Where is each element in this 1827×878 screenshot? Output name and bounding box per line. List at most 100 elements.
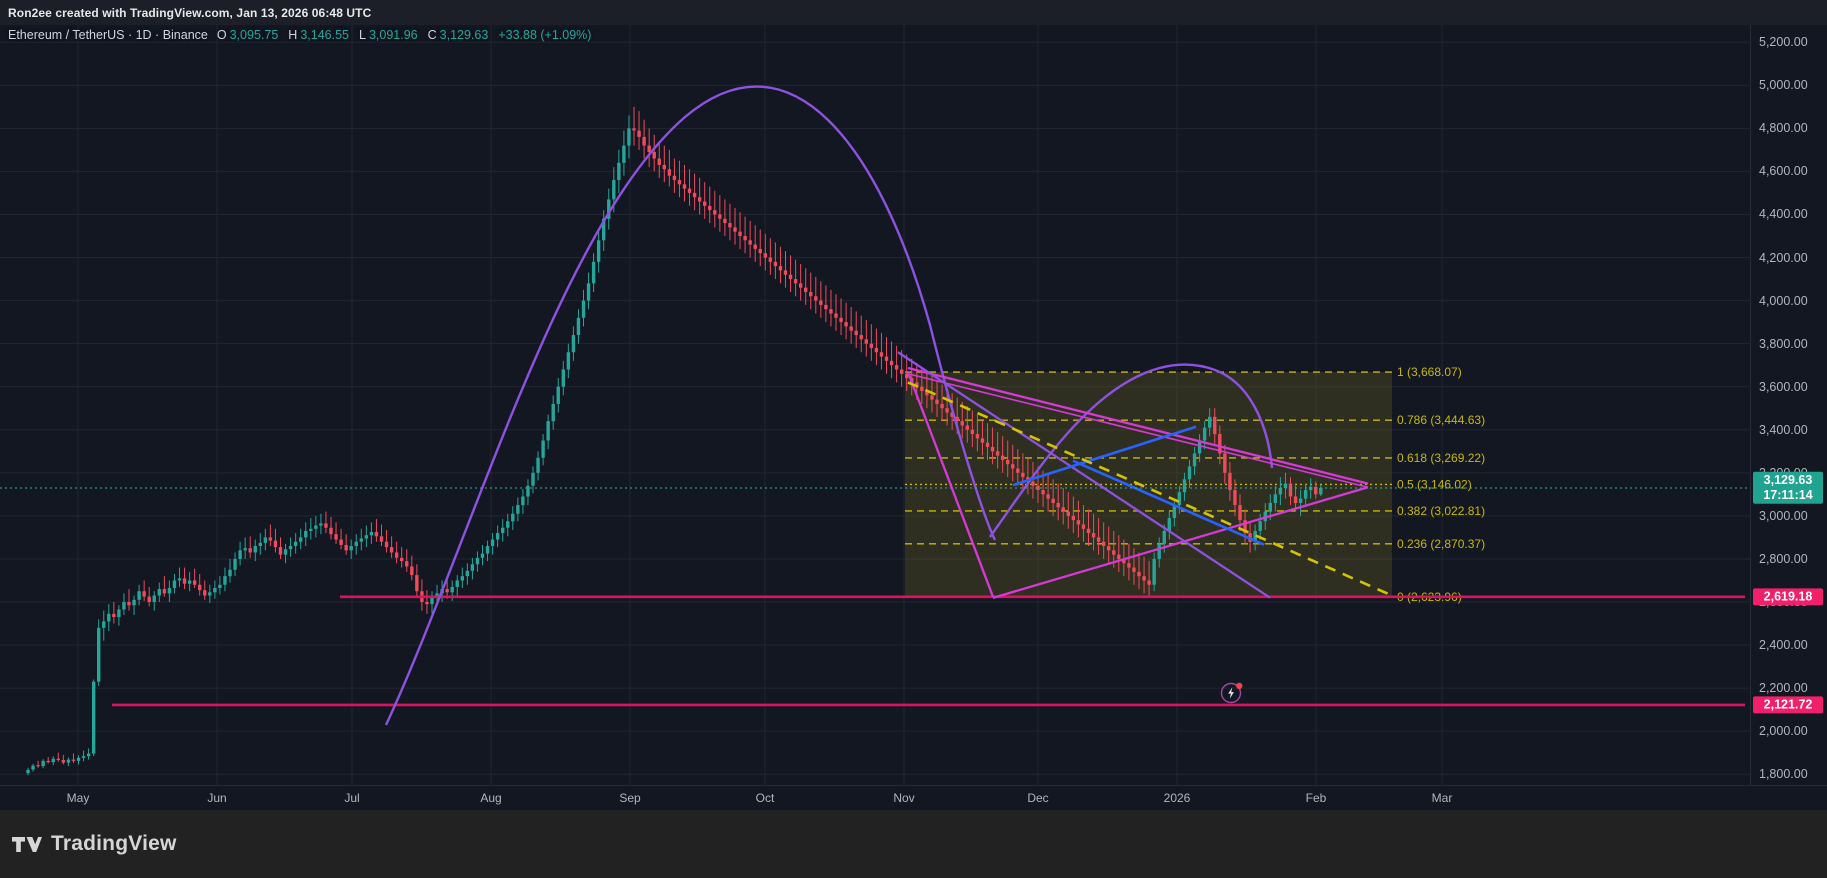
candle-body[interactable] xyxy=(1187,466,1192,480)
candle-body[interactable] xyxy=(374,532,379,537)
candle-body[interactable] xyxy=(531,472,535,486)
candle-body[interactable] xyxy=(349,546,353,551)
candle-body[interactable] xyxy=(501,527,505,534)
candle-body[interactable] xyxy=(102,621,106,628)
candle-body[interactable] xyxy=(526,485,530,497)
candle-body[interactable] xyxy=(511,513,515,522)
candle-body[interactable] xyxy=(960,421,964,426)
candle-body[interactable] xyxy=(258,542,262,547)
candle-body[interactable] xyxy=(1107,546,1111,551)
candle-body[interactable] xyxy=(405,561,409,567)
candle-body[interactable] xyxy=(66,759,71,763)
candle-body[interactable] xyxy=(475,557,480,565)
candle-body[interactable] xyxy=(1076,520,1081,525)
candle-body[interactable] xyxy=(253,546,257,553)
candle-body[interactable] xyxy=(1031,481,1035,486)
candle-body[interactable] xyxy=(309,528,313,531)
candle-body[interactable] xyxy=(546,421,550,441)
candle-body[interactable] xyxy=(713,210,717,215)
candle-body[interactable] xyxy=(415,575,419,592)
candle-body[interactable] xyxy=(1000,455,1005,460)
candle-body[interactable] xyxy=(127,601,131,606)
candle-body[interactable] xyxy=(617,162,621,181)
candle-body[interactable] xyxy=(506,521,510,528)
candle-body[interactable] xyxy=(46,760,50,763)
candle-body[interactable] xyxy=(329,527,333,535)
chart-plot[interactable]: 1 (3,668.07) 0.786 (3,444.63) 0.618 (3,269… xyxy=(0,25,1750,785)
candle-body[interactable] xyxy=(314,525,318,529)
candle-body[interactable] xyxy=(637,130,641,137)
candle-body[interactable] xyxy=(1253,530,1257,542)
candle-body[interactable] xyxy=(1157,543,1161,559)
candle-body[interactable] xyxy=(844,322,848,327)
candle-body[interactable] xyxy=(182,578,187,584)
candle-body[interactable] xyxy=(1273,494,1278,503)
candle-body[interactable] xyxy=(591,261,596,284)
candle-body[interactable] xyxy=(288,546,293,550)
candle-body[interactable] xyxy=(1182,479,1187,493)
candle-body[interactable] xyxy=(814,296,818,301)
candle-body[interactable] xyxy=(187,580,192,584)
candle-body[interactable] xyxy=(955,416,959,422)
candle-body[interactable] xyxy=(556,386,560,404)
candle-body[interactable] xyxy=(445,589,449,593)
candle-body[interactable] xyxy=(1288,483,1293,497)
candle-body[interactable] xyxy=(192,580,197,585)
candle-body[interactable] xyxy=(268,537,273,541)
candle-body[interactable] xyxy=(1117,554,1121,559)
candle-body[interactable] xyxy=(809,291,813,297)
candle-body[interactable] xyxy=(920,386,924,392)
candle-body[interactable] xyxy=(31,765,35,770)
candle-body[interactable] xyxy=(167,588,172,594)
parabolic-arc-minor[interactable] xyxy=(989,363,1274,538)
candle-body[interactable] xyxy=(662,164,666,170)
candle-body[interactable] xyxy=(1056,502,1060,508)
candle-body[interactable] xyxy=(687,188,692,193)
candle-body[interactable] xyxy=(884,356,889,361)
candle-body[interactable] xyxy=(930,395,934,400)
candle-body[interactable] xyxy=(748,240,752,245)
candle-body[interactable] xyxy=(995,451,1000,456)
candle-body[interactable] xyxy=(602,218,606,241)
candle-body[interactable] xyxy=(682,184,687,189)
candle-body[interactable] xyxy=(1122,558,1126,564)
candle-body[interactable] xyxy=(1112,550,1116,555)
candle-body[interactable] xyxy=(1213,416,1217,435)
candle-body[interactable] xyxy=(1278,487,1283,495)
parabolic-arc-major[interactable] xyxy=(384,85,997,726)
candle-body[interactable] xyxy=(208,592,212,596)
candle-body[interactable] xyxy=(435,593,439,597)
candle-body[interactable] xyxy=(1127,563,1131,568)
candle-body[interactable] xyxy=(1218,434,1222,454)
candle-body[interactable] xyxy=(1147,580,1151,585)
candle-body[interactable] xyxy=(1071,515,1076,521)
candle-body[interactable] xyxy=(1192,453,1197,467)
candle-body[interactable] xyxy=(743,235,747,241)
candle-body[interactable] xyxy=(384,541,389,548)
candle-body[interactable] xyxy=(1238,505,1242,521)
candle-body[interactable] xyxy=(869,343,874,348)
candle-body[interactable] xyxy=(854,330,858,336)
candle-body[interactable] xyxy=(773,261,778,267)
candle-body[interactable] xyxy=(299,537,303,542)
candle-body[interactable] xyxy=(1172,505,1177,519)
candle-body[interactable] xyxy=(667,169,672,176)
candle-body[interactable] xyxy=(364,535,369,539)
candle-body[interactable] xyxy=(379,536,384,542)
candle-body[interactable] xyxy=(516,505,520,514)
candle-body[interactable] xyxy=(238,550,242,559)
price-scale[interactable]: 5,200.00 5,000.00 4,800.00 4,600.00 4,400.00… xyxy=(1750,25,1827,785)
candle-body[interactable] xyxy=(571,335,576,353)
candle-body[interactable] xyxy=(354,541,358,547)
candle-body[interactable] xyxy=(425,601,429,605)
candle-body[interactable] xyxy=(889,360,894,366)
candle-body[interactable] xyxy=(400,557,404,562)
candle-body[interactable] xyxy=(117,609,121,618)
candle-body[interactable] xyxy=(91,681,96,754)
candle-body[interactable] xyxy=(1268,502,1272,512)
candle-body[interactable] xyxy=(26,769,30,774)
candle-body[interactable] xyxy=(36,765,40,767)
candle-body[interactable] xyxy=(768,257,773,262)
candle-body[interactable] xyxy=(1303,490,1308,499)
candle-body[interactable] xyxy=(586,283,591,301)
